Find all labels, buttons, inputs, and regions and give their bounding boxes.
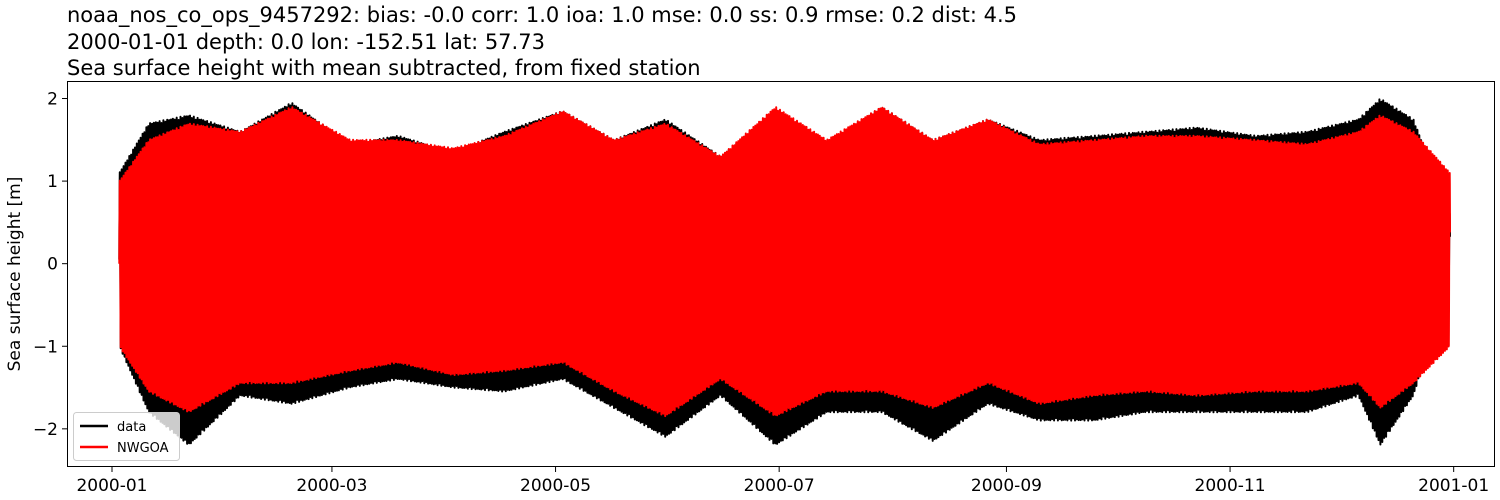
x-tick-label-6: 2001-01 <box>1418 476 1489 496</box>
y-tick-label-2: 0 <box>47 255 58 275</box>
legend-label-data: data <box>117 420 146 435</box>
plot-frame <box>67 81 1495 467</box>
series-layer <box>118 98 1451 446</box>
x-tick-label-2: 2000-05 <box>520 476 591 496</box>
x-tick-label-5: 2000-11 <box>1195 476 1266 496</box>
x-tick-label-0: 2000-01 <box>76 476 147 496</box>
x-tick-label-1: 2000-03 <box>296 476 367 496</box>
y-tick-label-4: −2 <box>33 420 58 440</box>
x-axis: 2000-01 2000-03 2000-05 2000-07 2000-09 2000-… <box>76 466 1489 496</box>
y-tick-label-3: −1 <box>33 337 58 357</box>
y-tick-label-0: 2 <box>47 90 58 110</box>
legend: data NWGOA <box>73 412 180 461</box>
legend-box <box>73 412 180 461</box>
y-tick-label-1: 1 <box>47 172 58 192</box>
legend-label-nwgoa: NWGOA <box>117 441 169 456</box>
y-axis: 2 1 0 −1 −2 <box>33 90 68 440</box>
x-tick-label-3: 2000-07 <box>744 476 815 496</box>
title-line-1: noaa_nos_co_ops_9457292: bias: -0.0 corr… <box>67 3 1017 28</box>
title-line-2: 2000-01-01 depth: 0.0 lon: -152.51 lat: … <box>67 30 545 54</box>
chart-title: noaa_nos_co_ops_9457292: bias: -0.0 corr… <box>67 3 1017 80</box>
series-line-nwgoa <box>118 106 1451 418</box>
x-tick-label-4: 2000-09 <box>971 476 1042 496</box>
title-line-3: Sea surface height with mean subtracted,… <box>67 56 701 80</box>
y-axis-label: Sea surface height [m] <box>5 177 25 372</box>
